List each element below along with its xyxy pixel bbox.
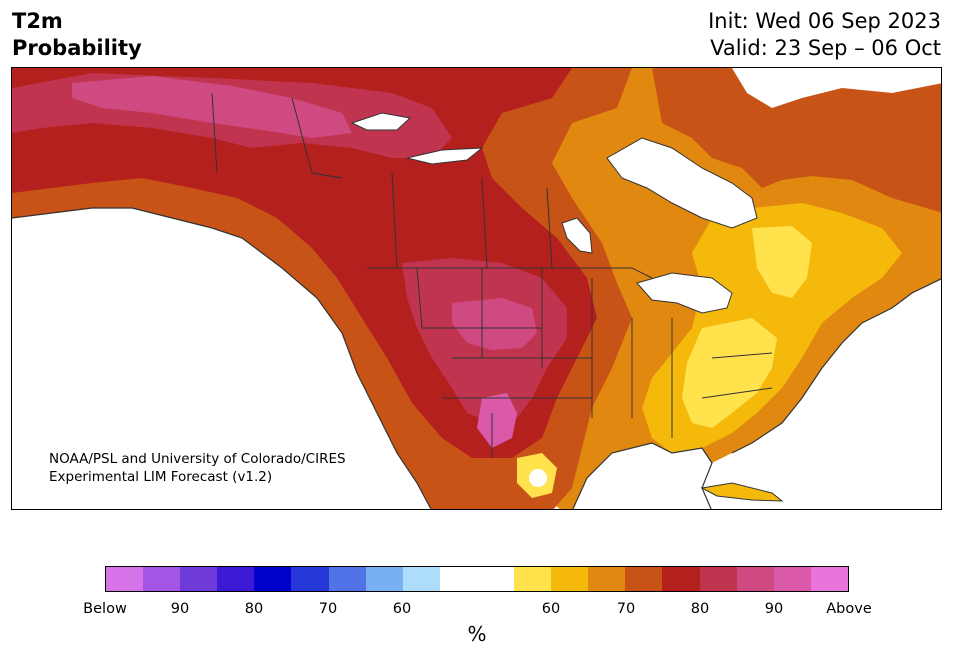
- colorbar-swatch: [625, 567, 663, 591]
- great-lakes: [636, 272, 733, 314]
- region-pink-west: [452, 298, 537, 350]
- tick-above-60: 60: [541, 601, 561, 617]
- map-canvas: [12, 68, 941, 509]
- colorbar-swatch: [551, 567, 589, 591]
- title-variable: T2m: [12, 9, 63, 33]
- region-yellow-southeast: [682, 318, 777, 428]
- tick-below-90: 90: [170, 601, 190, 617]
- init-date: Init: Wed 06 Sep 2023: [708, 9, 941, 33]
- map-title: T2m Probability: [12, 8, 142, 62]
- map-credit: NOAA/PSL and University of Colorado/CIRE…: [49, 450, 346, 486]
- hotspot-mexico: [529, 469, 547, 487]
- colorbar-swatch: [328, 567, 366, 591]
- tick-above-80: 80: [690, 601, 710, 617]
- colorbar-swatch: [588, 567, 626, 591]
- colorbar-swatch: [476, 567, 515, 591]
- atlantic-ocean: [702, 278, 941, 509]
- cuba: [700, 482, 784, 502]
- colorbar: [105, 566, 849, 592]
- tick-below-70: 70: [318, 601, 338, 617]
- colorbar-swatch: [143, 567, 181, 591]
- lake-winnipeg: [561, 217, 593, 254]
- credit-model: Experimental LIM Forecast (v1.2): [49, 469, 273, 485]
- colorbar-swatch: [217, 567, 255, 591]
- colorbar-swatch: [365, 567, 403, 591]
- colorbar-swatch: [773, 567, 811, 591]
- gulf-of-mexico: [572, 443, 712, 509]
- credit-org: NOAA/PSL and University of Colorado/CIRE…: [49, 451, 346, 467]
- colorbar-swatch: [291, 567, 329, 591]
- forecast-dates: Init: Wed 06 Sep 2023 Valid: 23 Sep – 06…: [708, 8, 941, 62]
- region-dark-orange-east: [652, 68, 941, 213]
- pacific-ocean: [12, 208, 431, 509]
- colorbar-unit: %: [467, 622, 487, 646]
- colorbar-swatch: [180, 567, 218, 591]
- great-slave-lake: [406, 147, 484, 165]
- political-borders: [211, 92, 773, 458]
- tick-below-80: 80: [244, 601, 264, 617]
- colorbar-swatch: [254, 567, 292, 591]
- colorbar-swatch: [699, 567, 737, 591]
- arctic-water: [732, 68, 941, 108]
- colorbar-swatch: [439, 567, 477, 591]
- colorbar-swatch: [514, 567, 552, 591]
- colorbar-swatch: [810, 567, 848, 591]
- colorbar-swatch: [402, 567, 440, 591]
- region-pink-north: [72, 76, 352, 138]
- title-metric: Probability: [12, 36, 142, 60]
- valid-range: Valid: 23 Sep – 06 Oct: [710, 36, 941, 60]
- tick-above-90: 90: [764, 601, 784, 617]
- coastline: [12, 207, 941, 509]
- tick-below: Below: [83, 601, 127, 617]
- tick-above-70: 70: [616, 601, 636, 617]
- colorbar-swatch: [736, 567, 774, 591]
- region-yellow-east: [752, 226, 812, 298]
- hudson-bay: [606, 137, 758, 229]
- tick-below-60: 60: [392, 601, 412, 617]
- region-pink-south: [477, 393, 517, 448]
- probability-map: [11, 67, 942, 510]
- tick-above: Above: [826, 601, 872, 617]
- colorbar-swatch: [662, 567, 700, 591]
- colorbar-swatch: [106, 567, 144, 591]
- great-bear-lake: [350, 112, 412, 131]
